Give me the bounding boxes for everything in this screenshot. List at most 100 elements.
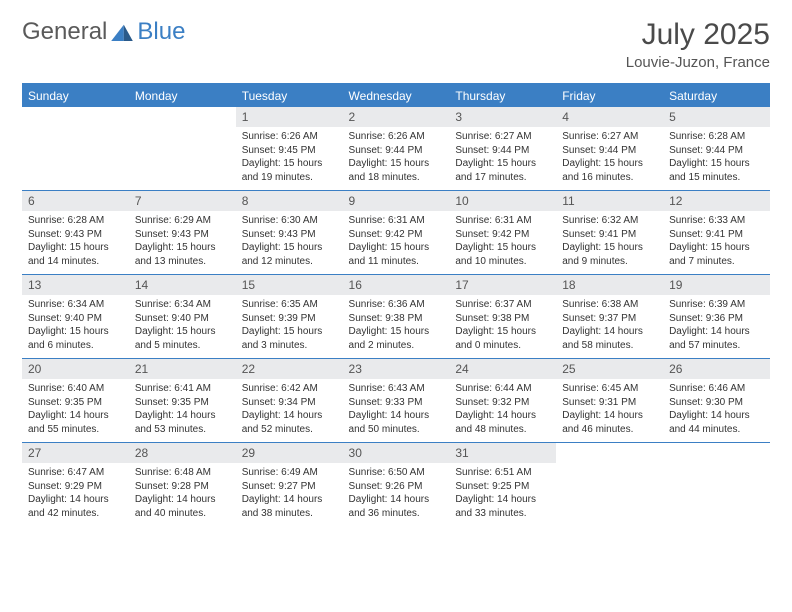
sunset-line: Sunset: 9:26 PM (349, 480, 444, 494)
sunset-line: Sunset: 9:34 PM (242, 396, 337, 410)
sunrise-line: Sunrise: 6:44 AM (455, 382, 550, 396)
sunrise-line: Sunrise: 6:34 AM (28, 298, 123, 312)
daylight-line: Daylight: 14 hours and 44 minutes. (669, 409, 764, 436)
day-number-cell: 24 (449, 359, 556, 379)
day-number-row: 13141516171819 (22, 275, 770, 295)
sunrise-line: Sunrise: 6:27 AM (455, 130, 550, 144)
sunrise-line: Sunrise: 6:47 AM (28, 466, 123, 480)
sunrise-line: Sunrise: 6:37 AM (455, 298, 550, 312)
sunrise-line: Sunrise: 6:26 AM (349, 130, 444, 144)
day-content-cell: Sunrise: 6:48 AMSunset: 9:28 PMDaylight:… (129, 463, 236, 526)
daylight-line: Daylight: 15 hours and 16 minutes. (562, 157, 657, 184)
day-number-cell: 27 (22, 443, 129, 463)
sunrise-line: Sunrise: 6:29 AM (135, 214, 230, 228)
day-content-cell: Sunrise: 6:51 AMSunset: 9:25 PMDaylight:… (449, 463, 556, 526)
sunrise-line: Sunrise: 6:34 AM (135, 298, 230, 312)
daylight-line: Daylight: 14 hours and 48 minutes. (455, 409, 550, 436)
sunset-line: Sunset: 9:28 PM (135, 480, 230, 494)
daylight-line: Daylight: 15 hours and 9 minutes. (562, 241, 657, 268)
day-content-cell: Sunrise: 6:31 AMSunset: 9:42 PMDaylight:… (343, 211, 450, 275)
daylight-line: Daylight: 15 hours and 5 minutes. (135, 325, 230, 352)
day-header: Saturday (663, 84, 770, 107)
day-number-cell: 29 (236, 443, 343, 463)
day-content-cell (22, 127, 129, 191)
day-content-cell: Sunrise: 6:26 AMSunset: 9:44 PMDaylight:… (343, 127, 450, 191)
month-title: July 2025 (626, 18, 770, 52)
sunset-line: Sunset: 9:38 PM (349, 312, 444, 326)
day-content-cell: Sunrise: 6:28 AMSunset: 9:44 PMDaylight:… (663, 127, 770, 191)
sunset-line: Sunset: 9:40 PM (28, 312, 123, 326)
day-content-cell (663, 463, 770, 526)
day-number-cell: 14 (129, 275, 236, 295)
day-content-cell: Sunrise: 6:30 AMSunset: 9:43 PMDaylight:… (236, 211, 343, 275)
day-number-cell: 17 (449, 275, 556, 295)
brand-triangle-icon (111, 23, 133, 41)
day-number-cell: 13 (22, 275, 129, 295)
sunrise-line: Sunrise: 6:40 AM (28, 382, 123, 396)
day-content-cell: Sunrise: 6:31 AMSunset: 9:42 PMDaylight:… (449, 211, 556, 275)
daylight-line: Daylight: 15 hours and 3 minutes. (242, 325, 337, 352)
daylight-line: Daylight: 14 hours and 38 minutes. (242, 493, 337, 520)
day-number-cell: 4 (556, 107, 663, 127)
day-content-cell: Sunrise: 6:34 AMSunset: 9:40 PMDaylight:… (22, 295, 129, 359)
daylight-line: Daylight: 15 hours and 17 minutes. (455, 157, 550, 184)
day-header: Wednesday (343, 84, 450, 107)
day-content-row: Sunrise: 6:34 AMSunset: 9:40 PMDaylight:… (22, 295, 770, 359)
day-number-cell: 10 (449, 191, 556, 211)
daylight-line: Daylight: 14 hours and 50 minutes. (349, 409, 444, 436)
day-number-cell: 9 (343, 191, 450, 211)
day-content-cell: Sunrise: 6:49 AMSunset: 9:27 PMDaylight:… (236, 463, 343, 526)
sunset-line: Sunset: 9:32 PM (455, 396, 550, 410)
brand-logo: General Blue (22, 18, 185, 46)
day-content-cell: Sunrise: 6:33 AMSunset: 9:41 PMDaylight:… (663, 211, 770, 275)
day-number-cell: 6 (22, 191, 129, 211)
sunset-line: Sunset: 9:25 PM (455, 480, 550, 494)
brand-part2: Blue (137, 18, 185, 46)
sunrise-line: Sunrise: 6:27 AM (562, 130, 657, 144)
day-number-cell (129, 107, 236, 127)
day-content-cell: Sunrise: 6:50 AMSunset: 9:26 PMDaylight:… (343, 463, 450, 526)
sunset-line: Sunset: 9:37 PM (562, 312, 657, 326)
daylight-line: Daylight: 15 hours and 6 minutes. (28, 325, 123, 352)
brand-part1: General (22, 18, 107, 46)
sunrise-line: Sunrise: 6:51 AM (455, 466, 550, 480)
sunset-line: Sunset: 9:44 PM (562, 144, 657, 158)
sunset-line: Sunset: 9:44 PM (455, 144, 550, 158)
sunset-line: Sunset: 9:43 PM (28, 228, 123, 242)
day-header: Tuesday (236, 84, 343, 107)
sunset-line: Sunset: 9:35 PM (28, 396, 123, 410)
day-number-row: 6789101112 (22, 191, 770, 211)
sunrise-line: Sunrise: 6:48 AM (135, 466, 230, 480)
sunrise-line: Sunrise: 6:28 AM (669, 130, 764, 144)
day-content-cell: Sunrise: 6:45 AMSunset: 9:31 PMDaylight:… (556, 379, 663, 443)
day-header-row: SundayMondayTuesdayWednesdayThursdayFrid… (22, 84, 770, 107)
sunset-line: Sunset: 9:33 PM (349, 396, 444, 410)
sunrise-line: Sunrise: 6:39 AM (669, 298, 764, 312)
day-number-cell: 7 (129, 191, 236, 211)
calendar-table: SundayMondayTuesdayWednesdayThursdayFrid… (22, 83, 770, 526)
sunrise-line: Sunrise: 6:38 AM (562, 298, 657, 312)
sunset-line: Sunset: 9:38 PM (455, 312, 550, 326)
daylight-line: Daylight: 14 hours and 36 minutes. (349, 493, 444, 520)
day-number-cell: 2 (343, 107, 450, 127)
day-content-row: Sunrise: 6:26 AMSunset: 9:45 PMDaylight:… (22, 127, 770, 191)
day-number-cell: 1 (236, 107, 343, 127)
daylight-line: Daylight: 14 hours and 33 minutes. (455, 493, 550, 520)
daylight-line: Daylight: 15 hours and 11 minutes. (349, 241, 444, 268)
day-number-cell: 18 (556, 275, 663, 295)
day-header: Sunday (22, 84, 129, 107)
daylight-line: Daylight: 14 hours and 58 minutes. (562, 325, 657, 352)
day-content-cell: Sunrise: 6:34 AMSunset: 9:40 PMDaylight:… (129, 295, 236, 359)
sunrise-line: Sunrise: 6:28 AM (28, 214, 123, 228)
daylight-line: Daylight: 15 hours and 0 minutes. (455, 325, 550, 352)
day-header: Monday (129, 84, 236, 107)
day-header: Thursday (449, 84, 556, 107)
sunset-line: Sunset: 9:41 PM (562, 228, 657, 242)
day-number-cell: 26 (663, 359, 770, 379)
sunset-line: Sunset: 9:29 PM (28, 480, 123, 494)
day-content-cell: Sunrise: 6:32 AMSunset: 9:41 PMDaylight:… (556, 211, 663, 275)
daylight-line: Daylight: 14 hours and 57 minutes. (669, 325, 764, 352)
day-content-cell: Sunrise: 6:42 AMSunset: 9:34 PMDaylight:… (236, 379, 343, 443)
day-content-cell: Sunrise: 6:46 AMSunset: 9:30 PMDaylight:… (663, 379, 770, 443)
sunrise-line: Sunrise: 6:26 AM (242, 130, 337, 144)
